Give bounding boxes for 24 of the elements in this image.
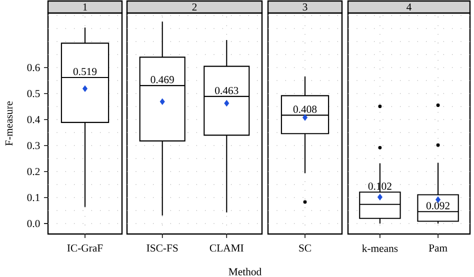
x-tick-label: ISC-FS [146, 244, 178, 252]
y-tick-label: 0.6 [27, 64, 40, 72]
x-tick-label: CLAMI [210, 244, 244, 252]
x-tick-label: Pam [428, 244, 448, 252]
x-tick-label: SC [299, 244, 311, 252]
data-label: 0.408 [293, 106, 317, 113]
x-tick-label: IC-GraF [67, 244, 103, 252]
chart-title: 2 [192, 3, 197, 11]
y-tick-label: 0.4 [27, 116, 40, 124]
y-tick-label: 0.3 [27, 142, 40, 150]
y-axis-title: F-measure [5, 101, 13, 146]
chart-title: 4 [406, 3, 412, 10]
data-label: 0.463 [215, 86, 238, 94]
x-tick-label: k-means [362, 244, 398, 252]
y-tick-label: 0.2 [27, 168, 40, 176]
data-label: 0.519 [73, 68, 97, 76]
chart-title: 3 [302, 3, 308, 11]
x-axis-title: Method [228, 268, 262, 276]
y-tick-label: 0.5 [27, 90, 40, 98]
chart-title: 1 [83, 3, 88, 11]
y-tick-label: 0.0 [27, 220, 40, 228]
y-tick-label: 0.1 [27, 194, 40, 202]
data-label: 0.092 [426, 202, 450, 210]
data-label: 0.469 [150, 76, 174, 84]
